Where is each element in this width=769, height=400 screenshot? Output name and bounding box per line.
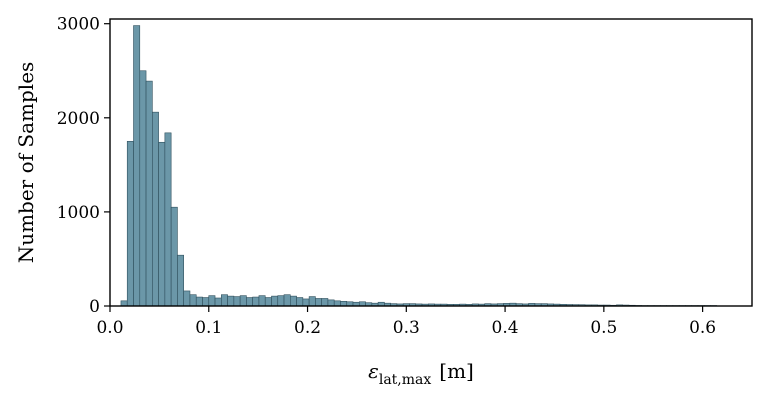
- histogram-bar: [214, 297, 222, 307]
- histogram-bar: [221, 294, 228, 307]
- histogram-bar: [227, 295, 235, 307]
- histogram-bar: [290, 295, 297, 307]
- plot-frame: [109, 18, 753, 307]
- histogram-bar: [233, 296, 241, 307]
- histogram-bar: [120, 300, 128, 307]
- histogram-bar: [277, 295, 285, 307]
- y-tick-label: 1000: [57, 203, 100, 223]
- x-tick-label: 0.6: [689, 318, 716, 338]
- y-tick-label: 2000: [57, 109, 100, 129]
- histogram-bar: [158, 141, 166, 307]
- x-axis-ticks: 0.0 0.1 0.2 0.3 0.4 0.5 0.6: [96, 306, 716, 338]
- y-axis-ticks: 0 1000 2000 3000: [57, 15, 110, 317]
- histogram-bar: [271, 295, 279, 307]
- x-axis-label: εlat,max [m]: [368, 359, 474, 388]
- x-axis-label-subscript: lat,max: [379, 372, 432, 388]
- histogram-bar: [152, 111, 159, 307]
- histogram-bar: [126, 141, 134, 307]
- x-tick-label: 0.1: [195, 318, 222, 338]
- x-tick-label: 0.5: [590, 318, 617, 338]
- histogram-bar: [183, 290, 191, 307]
- x-tick-label: 0.4: [492, 318, 519, 338]
- histogram-bar: [308, 296, 316, 307]
- x-tick-label: 0.3: [393, 318, 420, 338]
- y-axis-label: Number of Samples: [14, 62, 38, 264]
- histogram-bar: [315, 298, 322, 307]
- histogram-bar: [296, 297, 304, 307]
- histogram-bar: [189, 294, 197, 307]
- histogram-bar: [164, 132, 172, 307]
- histogram-bar: [321, 298, 329, 307]
- x-tick-label: 0.0: [96, 318, 123, 338]
- x-tick-label: 0.2: [294, 318, 321, 338]
- histogram-bar: [283, 294, 291, 307]
- histogram-bar: [145, 80, 153, 307]
- y-tick-label: 0: [89, 297, 100, 317]
- histogram-bar: [252, 296, 260, 307]
- histogram-bar: [133, 25, 141, 307]
- histogram-bar: [333, 300, 341, 307]
- histogram-bar: [139, 70, 147, 307]
- histogram-bar: [202, 297, 210, 307]
- histogram-bar: [195, 296, 203, 307]
- y-tick-label: 3000: [57, 15, 100, 35]
- histogram-bar: [239, 295, 247, 307]
- histogram-bar: [302, 298, 310, 307]
- histogram-bar: [246, 297, 253, 307]
- histogram-bar: [340, 300, 348, 307]
- bars-group: [120, 25, 718, 307]
- x-axis-label-symbol: ε: [368, 359, 379, 383]
- histogram-bar: [327, 299, 335, 307]
- x-axis-label-unit: [m]: [439, 359, 474, 383]
- histogram-bar: [258, 295, 266, 307]
- histogram-bar: [264, 297, 272, 307]
- histogram-bar: [177, 254, 184, 307]
- histogram-bar: [170, 206, 178, 307]
- histogram-bar: [208, 295, 216, 307]
